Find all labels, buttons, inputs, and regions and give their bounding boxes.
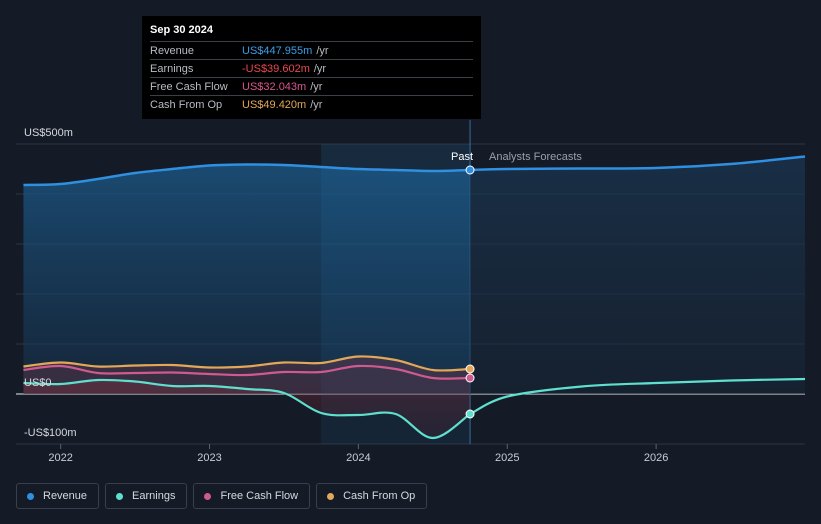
tooltip-value: US$447.955m	[242, 44, 313, 57]
tooltip-row: Free Cash Flow US$32.043m/yr	[150, 77, 473, 95]
x-tick-label: 2025	[495, 452, 519, 464]
tooltip-label: Free Cash Flow	[150, 80, 228, 93]
earnings-area-past	[23, 379, 471, 438]
tooltip-row: Revenue US$447.955m/yr	[150, 41, 473, 59]
marker-revenue	[465, 165, 475, 175]
revenue-area-forecast	[470, 156, 805, 394]
tooltip-value: US$32.043m	[242, 80, 307, 93]
x-axis-ticks: 2022 2023 2024 2025 2026	[48, 444, 668, 464]
legend-item-revenue[interactable]: Revenue	[16, 483, 100, 509]
tooltip-row: Cash From Op US$49.420m/yr	[150, 95, 473, 113]
tooltip-unit: /yr	[313, 62, 327, 75]
tooltip-label: Cash From Op	[150, 98, 223, 111]
tooltip-date: Sep 30 2024	[150, 24, 213, 36]
legend-label: Earnings	[132, 490, 176, 502]
legend-label: Free Cash Flow	[220, 490, 299, 502]
x-tick-label: 2023	[197, 452, 221, 464]
tooltip-label: Revenue	[150, 44, 195, 57]
legend-dot-icon	[204, 492, 212, 500]
line-free-cash-flow	[23, 364, 471, 380]
legend-item-free-cash-flow[interactable]: Free Cash Flow	[193, 483, 311, 509]
legend: Revenue Earnings Free Cash Flow Cash From O…	[16, 483, 428, 509]
marker-free-cash-flow	[465, 373, 475, 383]
y-label-top: US$500m	[24, 127, 73, 139]
series-markers	[465, 165, 475, 419]
legend-dot-icon	[116, 492, 124, 500]
series-lines	[23, 155, 806, 440]
tooltip-value: -US$39.602m	[242, 62, 310, 75]
x-tick-label: 2026	[644, 452, 668, 464]
line-cash-from-op	[23, 355, 471, 372]
chart-areas	[23, 144, 805, 444]
x-tick-label: 2022	[48, 452, 72, 464]
tooltip-unit: /yr	[310, 98, 323, 111]
forecast-label: Analysts Forecasts	[489, 151, 582, 163]
legend-item-cash-from-op[interactable]: Cash From Op	[316, 483, 428, 509]
legend-item-earnings[interactable]: Earnings	[105, 483, 188, 509]
tooltip-row: Earnings -US$39.602m/yr	[150, 59, 473, 77]
tooltip-unit: /yr	[310, 80, 323, 93]
past-label: Past	[451, 151, 473, 163]
legend-dot-icon	[327, 492, 335, 500]
tooltip: Sep 30 2024 Revenue US$447.955m/yr Earning…	[142, 16, 481, 119]
legend-label: Cash From Op	[343, 490, 416, 502]
tooltip-label: Earnings	[150, 62, 194, 75]
legend-dot-icon	[27, 492, 34, 500]
forecast-line-earnings	[469, 377, 806, 415]
chart-labels: US$500m US$0 -US$100m Past Analysts Fore…	[24, 127, 582, 439]
tooltip-value: US$49.420m	[242, 98, 307, 111]
x-tick-label: 2024	[346, 452, 370, 464]
y-label-zero: US$0	[24, 377, 52, 389]
marker-cash-from-op	[465, 364, 475, 374]
tooltip-unit: /yr	[316, 44, 329, 57]
forecast-line-revenue	[470, 155, 806, 172]
marker-earnings	[465, 409, 475, 419]
y-label-bottom: -US$100m	[24, 427, 77, 439]
legend-label: Revenue	[43, 490, 88, 502]
line-revenue	[23, 163, 471, 187]
line-earnings	[23, 378, 471, 440]
